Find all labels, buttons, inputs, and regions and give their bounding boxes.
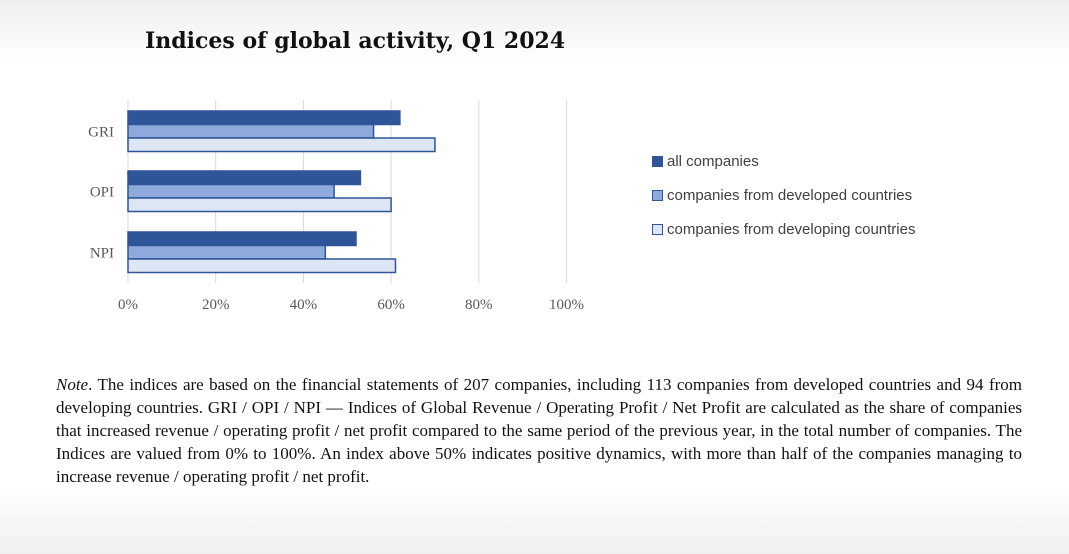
chart-note: Note. The indices are based on the finan… [56,373,1022,488]
legend-item: all companies [652,144,915,178]
bar-chart-plot: GRI OPI NPI 0% 20% 40% 60% 80% 100% [88,100,584,313]
chart-title: Indices of global activity, Q1 2024 [145,28,566,54]
chart-legend: all companies companies from developed co… [652,144,915,246]
legend-label: companies from developed countries [667,186,913,204]
legend-item: companies from developed countries [652,178,915,212]
legend-swatch [652,189,663,201]
x-tick-label: 20% [202,297,230,313]
bar [127,170,362,186]
legend-label: all companies [667,152,759,170]
bar [127,197,392,213]
x-tick-label: 100% [549,297,584,313]
note-text: . The indices are based on the financial… [56,375,1022,486]
bar [127,244,327,260]
bar [127,123,375,139]
legend-label: companies from developing countries [667,220,916,238]
x-tick-label: 0% [118,297,138,313]
legend-item: companies from developing countries [652,212,915,246]
bar [127,137,436,153]
y-tick-label: NPI [90,245,114,261]
bar [127,231,357,247]
note-label: Note [56,375,89,394]
legend-swatch [652,155,663,167]
bar [127,258,397,274]
y-tick-label: GRI [88,124,114,140]
x-tick-label: 40% [290,297,318,313]
bar [127,110,401,126]
y-tick-label: OPI [90,184,114,200]
x-tick-label: 80% [465,297,493,313]
legend-swatch [652,223,663,235]
bar [127,183,335,199]
x-tick-label: 60% [377,297,405,313]
